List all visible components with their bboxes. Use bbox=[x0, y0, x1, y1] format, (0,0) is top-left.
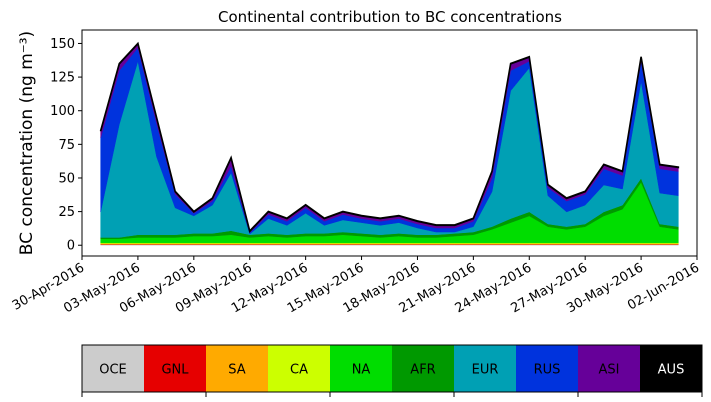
y-tick-label: 50 bbox=[58, 171, 75, 186]
chart-title: Continental contribution to BC concentra… bbox=[218, 8, 562, 26]
legend-label: OCE bbox=[99, 363, 127, 378]
legend-frame bbox=[81, 344, 703, 393]
legend-label: AFR bbox=[410, 363, 435, 378]
y-tick-label: 75 bbox=[58, 138, 75, 153]
legend-swatch bbox=[144, 345, 206, 392]
legend-label: CA bbox=[290, 363, 308, 378]
legend-label: GNL bbox=[161, 363, 189, 378]
y-tick-label: 100 bbox=[50, 104, 75, 119]
legend-label: ASI bbox=[599, 363, 620, 378]
legend-label: NA bbox=[352, 363, 371, 378]
legend-swatch bbox=[516, 345, 578, 392]
y-tick-label: 25 bbox=[58, 205, 75, 220]
legend-swatch bbox=[82, 345, 144, 392]
area bbox=[99, 41, 680, 233]
y-axis-label: BC concentration (ng m⁻³) bbox=[17, 31, 37, 255]
legend-swatch bbox=[268, 345, 330, 392]
legend-swatch bbox=[640, 345, 702, 392]
y-tick-label: 125 bbox=[50, 71, 75, 86]
y-tick-label: 0 bbox=[67, 239, 75, 254]
plot-frame bbox=[81, 29, 698, 257]
legend-label: RUS bbox=[534, 363, 561, 378]
legend-swatch bbox=[206, 345, 268, 392]
legend-label: EUR bbox=[472, 363, 499, 378]
legend-swatch bbox=[392, 345, 454, 392]
legend-label: SA bbox=[228, 363, 245, 378]
legend-swatch bbox=[454, 345, 516, 392]
legend-label: AUS bbox=[658, 363, 685, 378]
legend-swatch bbox=[578, 345, 640, 392]
y-tick-label: 150 bbox=[50, 37, 75, 52]
legend-swatch bbox=[330, 345, 392, 392]
